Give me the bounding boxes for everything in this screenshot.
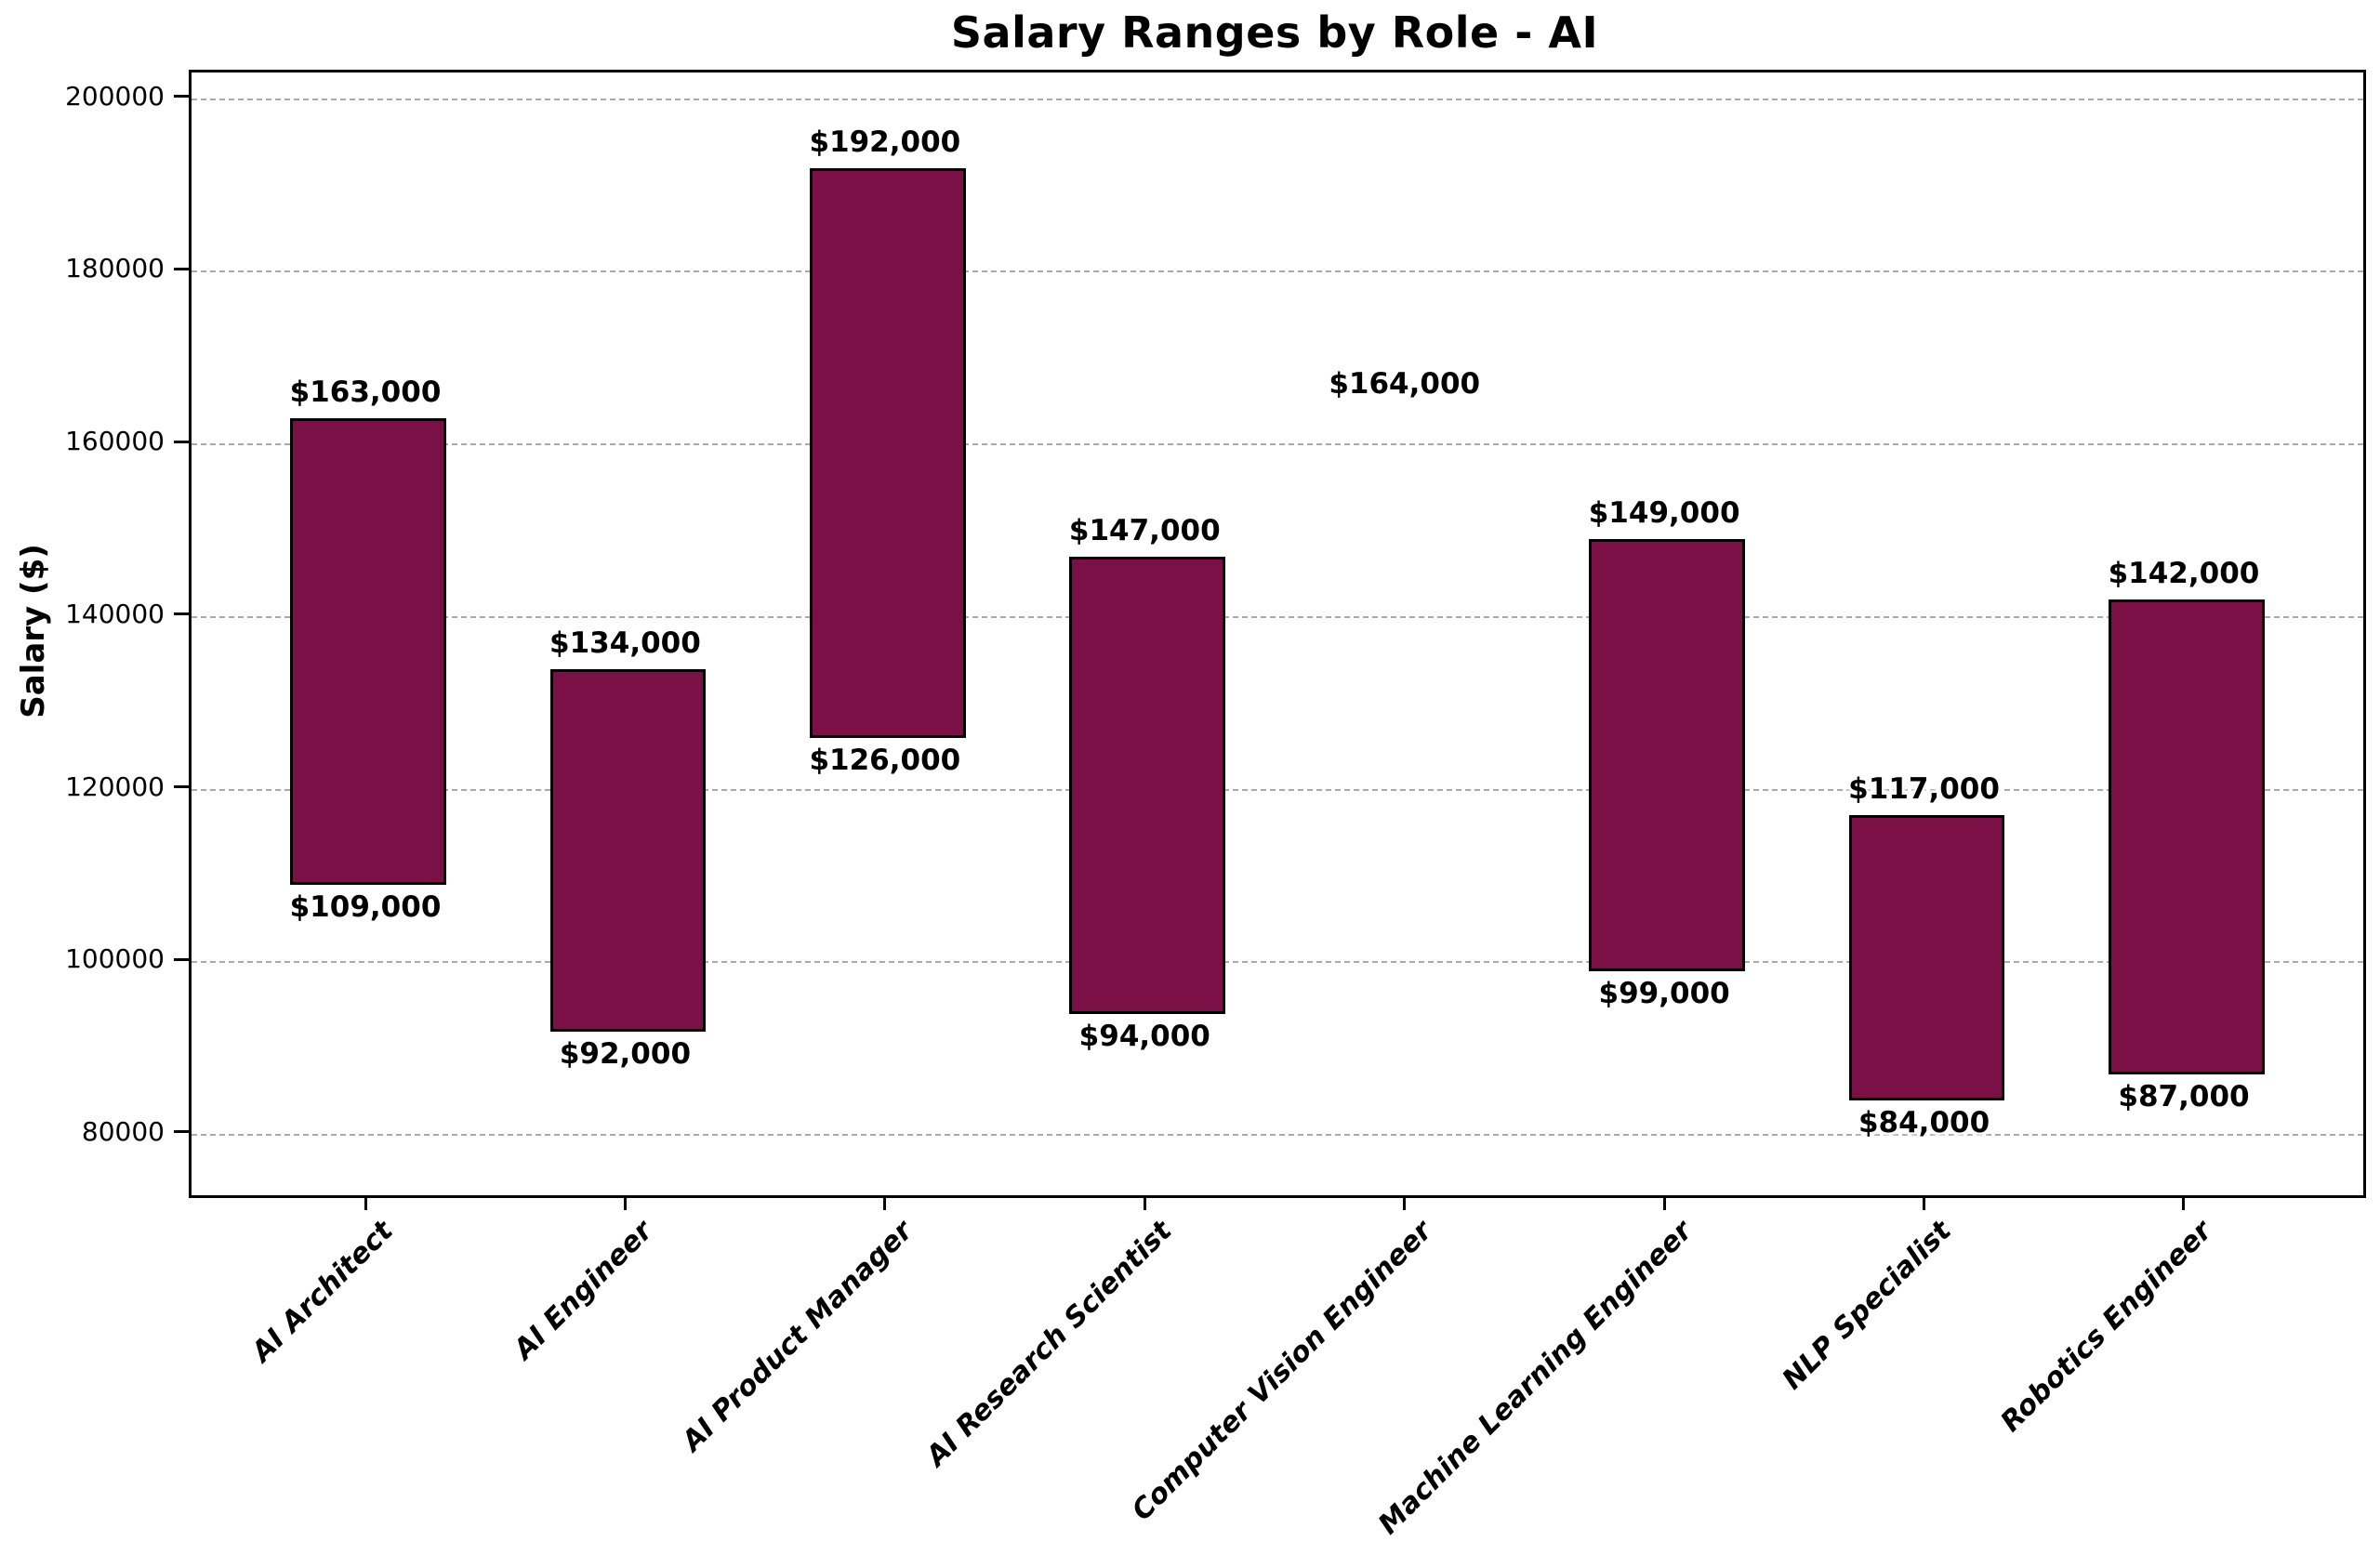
gridline — [192, 615, 2363, 618]
x-tick-label: AI Architect — [245, 1214, 400, 1369]
bar — [549, 668, 707, 1032]
y-tick — [174, 95, 189, 99]
gridline — [192, 270, 2363, 273]
bar — [2109, 599, 2265, 1074]
gridline — [192, 788, 2363, 791]
plot-area — [189, 70, 2366, 1198]
y-tick-label: 200000 — [65, 80, 165, 112]
y-tick — [174, 612, 189, 616]
bar — [1069, 556, 1226, 1014]
bar — [290, 418, 446, 885]
x-tick-label: AI Engineer — [508, 1214, 660, 1366]
bar — [1589, 539, 1745, 971]
gridline — [192, 443, 2363, 446]
y-tick-label: 80000 — [81, 1115, 165, 1147]
gridline — [192, 961, 2363, 964]
bar — [1848, 815, 2005, 1100]
y-tick — [174, 1130, 189, 1134]
y-tick — [174, 440, 189, 443]
y-tick-label: 160000 — [65, 426, 165, 457]
x-tick-label: NLP Specialist — [1776, 1214, 1959, 1397]
y-tick — [174, 267, 189, 270]
y-tick-label: 100000 — [65, 943, 165, 975]
x-tick-label: Machine Learning Engineer — [1371, 1214, 1699, 1541]
y-tick — [174, 957, 189, 961]
x-tick-label: Computer Vision Engineer — [1126, 1214, 1439, 1528]
y-tick — [174, 785, 189, 789]
y-tick-label: 180000 — [65, 253, 165, 284]
x-tick-label: AI Research Scientist — [920, 1214, 1179, 1473]
y-axis-label: Salary ($) — [15, 544, 52, 718]
gridline — [192, 1133, 2363, 1136]
bar — [810, 167, 966, 738]
gridline — [192, 98, 2363, 100]
y-tick-label: 120000 — [65, 770, 165, 802]
x-tick-label: AI Product Manager — [675, 1214, 919, 1458]
x-tick-label: Robotics Engineer — [1993, 1214, 2218, 1439]
chart-title: Salary Ranges by Role - AI — [950, 7, 1599, 58]
